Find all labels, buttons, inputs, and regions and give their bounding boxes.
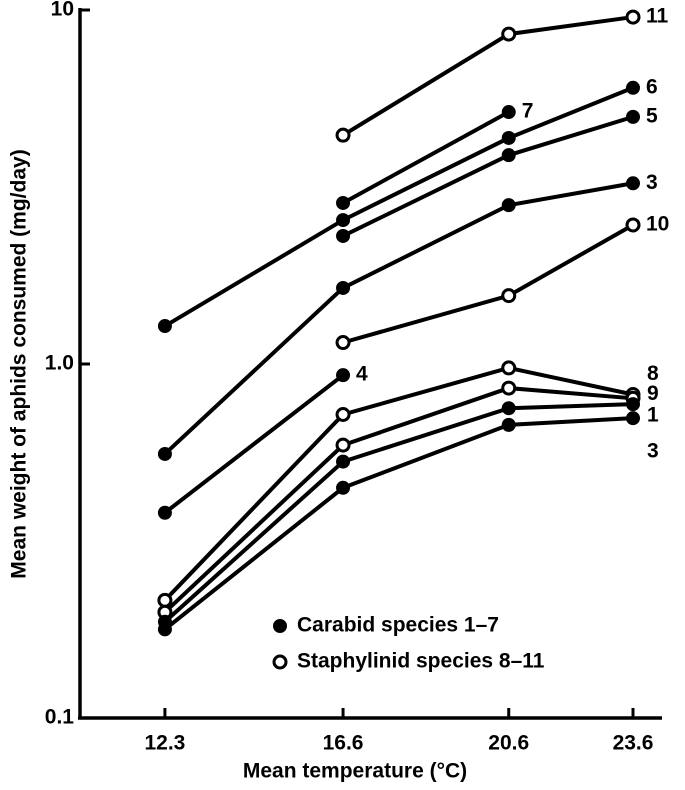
filled-marker <box>157 319 172 334</box>
series-line <box>163 416 634 631</box>
series-label: 11 <box>646 5 669 28</box>
y-tick-label: 0.1 <box>45 706 75 729</box>
y-axis-label: Mean weight of aphids consumed (mg/day) <box>8 149 31 578</box>
open-marker <box>335 437 351 453</box>
filled-marker <box>626 397 641 412</box>
filled-marker <box>626 411 641 426</box>
open-marker <box>272 654 288 670</box>
filled-marker <box>501 417 516 432</box>
open-marker <box>335 335 351 351</box>
filled-marker <box>336 228 351 243</box>
filled-marker <box>501 130 516 145</box>
x-tick-label: 20.6 <box>488 732 529 755</box>
series-line <box>163 181 634 456</box>
filled-marker <box>273 619 287 633</box>
x-tick-label: 16.6 <box>323 732 364 755</box>
series-label: 5 <box>646 104 658 127</box>
open-marker <box>625 217 641 233</box>
open-marker <box>625 9 641 25</box>
series-line <box>342 114 634 238</box>
open-marker <box>157 592 173 608</box>
legend-label: Carabid species 1–7 <box>297 614 499 637</box>
filled-marker <box>336 213 351 228</box>
filled-marker <box>501 148 516 163</box>
filled-marker <box>501 105 516 120</box>
filled-marker <box>336 368 351 383</box>
series-line <box>163 386 634 614</box>
series-label: 4 <box>356 363 368 386</box>
series-label: 10 <box>646 213 669 236</box>
series-line <box>163 85 634 328</box>
filled-marker <box>336 480 351 495</box>
filled-marker <box>626 109 641 124</box>
open-marker <box>501 288 517 304</box>
series-label: 9 <box>647 382 659 405</box>
series-line <box>163 373 345 515</box>
series-label: 8 <box>647 362 659 385</box>
filled-marker <box>336 280 351 295</box>
series-label: 3 <box>646 171 658 194</box>
open-marker <box>501 26 517 42</box>
series-label: 1 <box>647 404 659 427</box>
series-line <box>163 365 634 602</box>
series-line <box>342 110 510 205</box>
x-tick-label: 23.6 <box>613 732 654 755</box>
open-marker <box>501 380 517 396</box>
series-line <box>342 223 634 345</box>
series-label: 3 <box>647 440 659 463</box>
open-marker <box>335 127 351 143</box>
filled-marker <box>501 401 516 416</box>
filled-marker <box>336 454 351 469</box>
filled-marker <box>626 80 641 95</box>
filled-marker <box>336 195 351 210</box>
series-line <box>163 402 634 624</box>
filled-marker <box>157 505 172 520</box>
series-label: 6 <box>646 75 658 98</box>
y-tick-label: 10 <box>51 0 74 21</box>
series-label: 7 <box>522 100 534 123</box>
legend-label: Staphylinid species 8–11 <box>297 650 545 673</box>
series-line <box>341 15 634 137</box>
filled-marker <box>157 446 172 461</box>
y-tick-label: 1.0 <box>45 352 74 375</box>
filled-marker <box>626 176 641 191</box>
x-axis-label: Mean temperature (°C) <box>243 760 467 783</box>
filled-marker <box>501 198 516 213</box>
x-tick-label: 12.3 <box>144 732 185 755</box>
filled-marker <box>157 622 172 637</box>
open-marker <box>335 407 351 423</box>
open-marker <box>501 360 517 376</box>
